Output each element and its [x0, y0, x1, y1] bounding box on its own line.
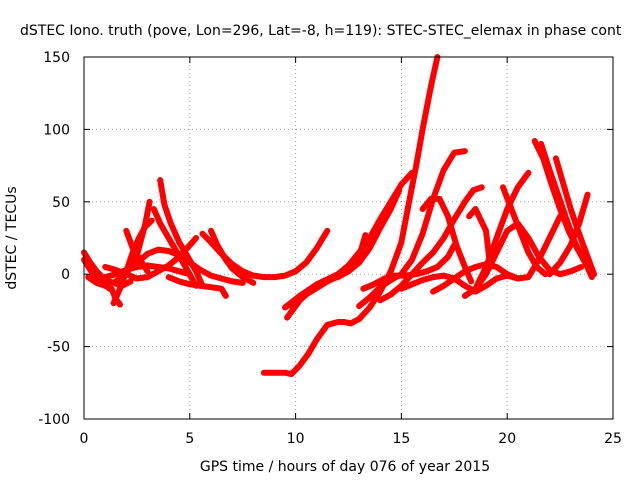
y-tick-label: -50	[47, 340, 70, 356]
y-axis-label: dSTEC / TECUs	[4, 186, 20, 289]
series-line-31	[552, 155, 597, 278]
series-line-14	[208, 227, 257, 286]
series-line-8	[102, 262, 193, 281]
y-tick-label: -100	[38, 412, 70, 428]
series-layer	[81, 54, 597, 378]
series-line-23	[419, 195, 475, 285]
series-line-12	[165, 274, 229, 299]
series-line-30	[538, 140, 595, 275]
series-line-22	[398, 272, 521, 295]
x-tick-label: 0	[80, 431, 89, 447]
x-tick-label: 25	[604, 431, 622, 447]
y-tick-label: 150	[43, 50, 70, 66]
gridlines	[84, 57, 613, 419]
x-tick-labels: 0 5 10 15 20 25	[80, 431, 622, 447]
plot-frame	[83, 56, 614, 420]
series-line-11	[157, 177, 206, 289]
series-line-26	[472, 220, 585, 292]
x-tick-label: 10	[287, 431, 305, 447]
series-line-20	[356, 148, 468, 310]
series-line-27	[466, 206, 494, 270]
x-axis-label: GPS time / hours of day 076 of year 2015	[200, 459, 490, 475]
x-tick-label: 15	[392, 431, 410, 447]
x-tick-label: 20	[498, 431, 516, 447]
chart-title: dSTEC Iono. truth (pove, Lon=296, Lat=-8…	[20, 23, 622, 39]
series-line-21	[377, 184, 485, 304]
y-tick-label: 0	[61, 267, 70, 283]
x-tick-label: 5	[185, 431, 194, 447]
series-line-28	[500, 184, 549, 278]
series-line-17	[282, 169, 415, 311]
series-line-18	[288, 187, 403, 310]
series-line-10	[150, 206, 200, 289]
tick-marks	[83, 56, 614, 420]
series-line-32	[546, 191, 591, 278]
y-tick-label: 50	[52, 195, 70, 211]
y-tick-label: 100	[43, 122, 70, 138]
y-tick-labels: 150 100 50 0 -50 -100	[38, 50, 70, 428]
series-line-15	[260, 54, 441, 378]
series-line-16	[284, 232, 369, 321]
